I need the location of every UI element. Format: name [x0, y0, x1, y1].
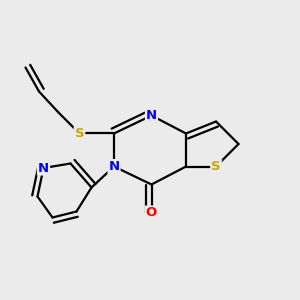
Text: S: S	[75, 127, 84, 140]
Text: N: N	[108, 160, 120, 173]
Text: N: N	[146, 109, 157, 122]
Text: N: N	[38, 161, 49, 175]
Text: S: S	[211, 160, 221, 173]
Text: O: O	[146, 206, 157, 220]
